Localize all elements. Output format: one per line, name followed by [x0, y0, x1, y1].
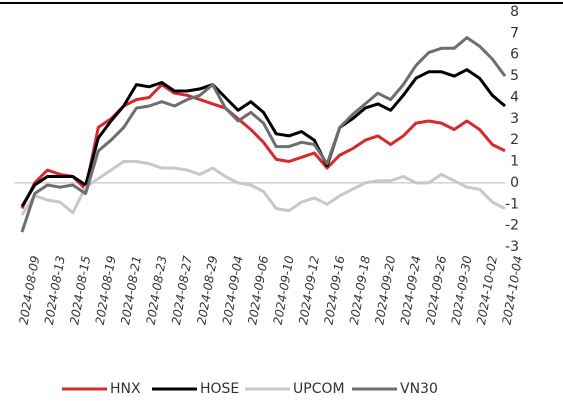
y-tick-label: -2 [505, 218, 519, 234]
x-tick-label: 2024-08-27 [169, 254, 195, 325]
y-tick-label: 4 [510, 89, 519, 105]
y-tick-label: 0 [510, 175, 519, 191]
series-line [20, 68, 506, 208]
x-tick-label: 2024-09-30 [449, 254, 475, 325]
x-tick-label: 2024-08-29 [194, 255, 220, 326]
x-tick-label: 2024-09-16 [322, 254, 348, 325]
x-tick-label: 2024-09-26 [423, 254, 449, 325]
x-tick-label: 2024-08-19 [93, 255, 119, 326]
legend-label: VN30 [400, 381, 438, 397]
legend-label: HNX [110, 381, 141, 397]
legend-label: HOSE [200, 381, 239, 397]
x-tick-label: 2024-08-13 [42, 255, 68, 326]
series-line [20, 36, 507, 233]
legend-label: UPCOM [293, 381, 345, 397]
x-tick-label: 2024-08-23 [144, 255, 170, 326]
x-tick-label: 2024-09-04 [220, 255, 246, 326]
y-tick-label: -3 [505, 239, 519, 255]
y-tick-label: 6 [510, 47, 519, 63]
y-tick-label: 8 [510, 4, 519, 20]
x-tick-label: 2024-09-12 [296, 255, 322, 326]
series-line [20, 83, 506, 210]
x-tick-label: 2024-10-02 [474, 255, 500, 326]
x-tick-label: 2024-08-15 [67, 255, 93, 326]
y-tick-label: 7 [510, 25, 519, 41]
y-tick-label: 2 [510, 132, 519, 148]
x-tick-label: 2024-09-10 [271, 254, 297, 325]
x-tick-label: 2024-09-24 [398, 255, 424, 326]
y-tick-label: 1 [510, 154, 519, 170]
y-tick-label: 3 [510, 111, 519, 127]
y-tick-label: 5 [510, 68, 519, 84]
series-line [20, 160, 506, 216]
x-tick-label: 2024-09-20 [372, 254, 398, 325]
x-tick-label: 2024-09-18 [347, 254, 373, 325]
x-tick-label: 2024-10-04 [500, 255, 526, 326]
x-tick-label: 2024-08-09 [17, 255, 43, 326]
y-tick-label: -1 [505, 196, 519, 212]
x-tick-label: 2024-08-21 [118, 255, 144, 326]
x-tick-label: 2024-09-06 [245, 254, 271, 325]
